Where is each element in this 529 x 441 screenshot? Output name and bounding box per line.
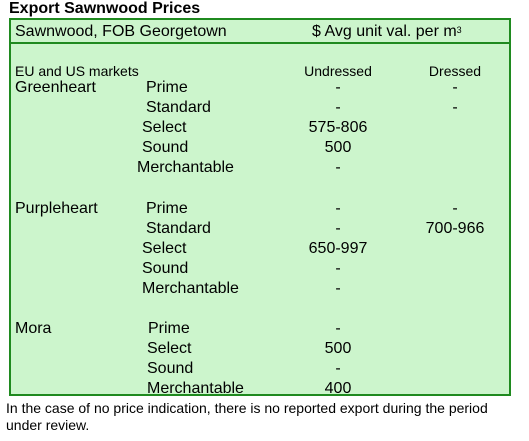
dressed-value: 700-966	[425, 220, 485, 237]
grade-label: Select	[147, 340, 192, 357]
page-title: Export Sawnwood Prices	[9, 0, 201, 17]
grade-label: Prime	[148, 320, 190, 337]
undressed-value: -	[335, 280, 341, 297]
grade-label: Merchantable	[142, 280, 239, 297]
undressed-value: -	[335, 99, 341, 116]
header-right-label: $ Avg unit val. per m3	[312, 23, 462, 40]
undressed-value: -	[335, 79, 341, 96]
undressed-value: -	[335, 200, 341, 217]
footnote: In the case of no price indication, ther…	[6, 400, 488, 433]
undressed-column-header: Undressed	[304, 63, 372, 79]
undressed-value: 400	[324, 380, 352, 397]
grade-label: Merchantable	[147, 380, 244, 397]
dressed-column-header: Dressed	[428, 63, 482, 79]
grade-label: Select	[142, 240, 187, 257]
header-left-label: Sawnwood, FOB Georgetown	[15, 23, 227, 40]
species-name: Mora	[15, 320, 52, 337]
dressed-value: -	[452, 200, 458, 217]
dressed-value: -	[452, 99, 458, 116]
market-label: EU and US markets	[15, 63, 139, 79]
undressed-value: 650-997	[308, 240, 368, 257]
grade-label: Prime	[146, 200, 188, 217]
undressed-value: 500	[324, 340, 352, 357]
undressed-value: -	[335, 260, 341, 277]
table-header: Sawnwood, FOB Georgetown $ Avg unit val.…	[11, 20, 509, 44]
undressed-value: -	[335, 320, 341, 337]
undressed-value: 575-806	[308, 119, 368, 136]
undressed-value: -	[335, 220, 341, 237]
grade-label: Sound	[142, 260, 189, 277]
grade-label: Select	[142, 119, 187, 136]
species-name: Purpleheart	[15, 200, 98, 217]
price-table: Sawnwood, FOB Georgetown $ Avg unit val.…	[9, 18, 511, 397]
dressed-value: -	[452, 79, 458, 96]
undressed-value: -	[335, 159, 341, 176]
grade-label: Sound	[147, 360, 194, 377]
grade-label: Standard	[146, 220, 211, 237]
grade-label: Prime	[146, 79, 188, 96]
grade-label: Merchantable	[137, 159, 234, 176]
undressed-value: 500	[324, 139, 352, 156]
grade-label: Sound	[142, 139, 189, 156]
undressed-value: -	[335, 360, 341, 377]
grade-label: Standard	[146, 99, 211, 116]
species-name: Greenheart	[15, 79, 96, 96]
